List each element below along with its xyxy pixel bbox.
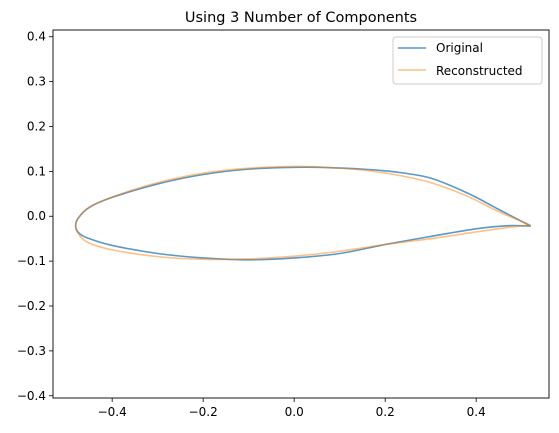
series-line-original bbox=[74, 166, 532, 261]
y-tick-label: −0.2 bbox=[17, 299, 46, 313]
x-tick-label: −0.2 bbox=[189, 405, 218, 419]
plot-area bbox=[74, 165, 532, 261]
x-axis: −0.4 −0.2 0.0 0.2 0.4 bbox=[98, 398, 486, 419]
y-tick-label: 0.1 bbox=[27, 164, 46, 178]
y-tick-label: 0.4 bbox=[27, 30, 46, 44]
x-tick-label: 0.2 bbox=[376, 405, 395, 419]
y-tick-label: 0.0 bbox=[27, 209, 46, 223]
legend-label-reconstructed: Reconstructed bbox=[436, 64, 523, 78]
legend: Original Reconstructed bbox=[392, 36, 543, 85]
y-axis: −0.4 −0.3 −0.2 −0.1 0.0 0.1 0.2 0.3 0.4 bbox=[17, 30, 53, 403]
legend-label-original: Original bbox=[436, 41, 483, 55]
y-tick-label: 0.3 bbox=[27, 75, 46, 89]
legend-box bbox=[392, 36, 543, 85]
y-tick-label: 0.2 bbox=[27, 119, 46, 133]
x-tick-label: −0.4 bbox=[98, 405, 127, 419]
y-tick-label: −0.3 bbox=[17, 344, 46, 358]
plot-frame bbox=[52, 29, 550, 399]
x-tick-label: 0.4 bbox=[467, 405, 486, 419]
chart-title: Using 3 Number of Components bbox=[185, 10, 417, 26]
y-tick-label: −0.4 bbox=[17, 389, 46, 403]
series-line-reconstructed bbox=[74, 165, 532, 261]
x-tick-label: 0.0 bbox=[285, 405, 304, 419]
y-tick-label: −0.1 bbox=[17, 254, 46, 268]
